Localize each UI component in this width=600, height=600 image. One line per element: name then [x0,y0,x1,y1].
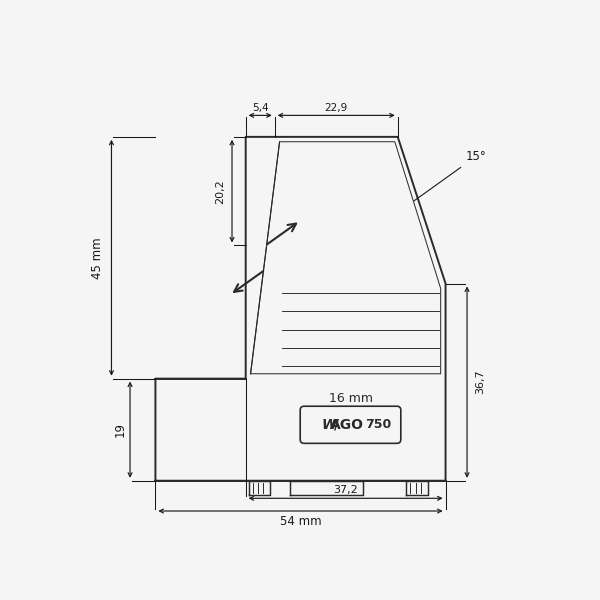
Text: W: W [322,418,337,432]
FancyBboxPatch shape [300,406,401,443]
Text: 15°: 15° [414,150,487,201]
Text: 37,2: 37,2 [333,485,358,496]
Text: 54 mm: 54 mm [280,515,322,528]
Text: 16 mm: 16 mm [329,392,373,405]
Text: 750: 750 [365,418,391,431]
Text: 20,2: 20,2 [215,179,225,203]
Text: 19: 19 [114,422,127,437]
Text: /: / [334,418,340,432]
Text: AGO: AGO [329,418,364,432]
Text: 5,4: 5,4 [252,103,269,113]
Text: 22,9: 22,9 [325,103,348,113]
Text: 36,7: 36,7 [475,370,485,394]
Text: 45 mm: 45 mm [91,237,104,278]
